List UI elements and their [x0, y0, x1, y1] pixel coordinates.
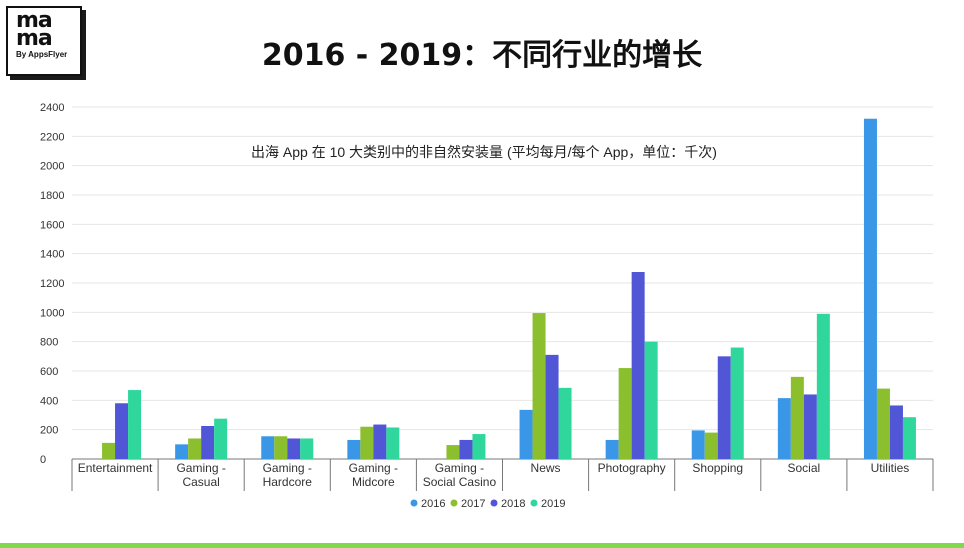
mama-logo: ma ma By AppsFlyer: [6, 6, 82, 76]
x-category-label: Gaming -: [435, 461, 484, 475]
bar-2016: [347, 439, 361, 459]
y-tick-label: 2400: [40, 102, 64, 114]
x-category-label: Casual: [182, 475, 219, 489]
bar-2019: [644, 341, 658, 459]
x-category-label: Gaming -: [349, 461, 398, 475]
y-tick-label: 400: [40, 395, 58, 407]
bar-2017: [102, 442, 116, 459]
bar-2019: [816, 313, 830, 459]
y-tick-label: 200: [40, 425, 58, 437]
bar-2019: [558, 387, 572, 459]
x-category-label: Photography: [598, 461, 666, 475]
bar-2019: [214, 418, 228, 459]
bar-2019: [902, 417, 916, 459]
bar-2018: [803, 394, 817, 459]
bar-2016: [261, 436, 275, 459]
bar-2018: [459, 439, 473, 459]
logo-by-appsflyer: By AppsFlyer: [16, 50, 68, 59]
bar-2018: [631, 272, 645, 459]
bar-2016: [605, 439, 619, 459]
bar-2017: [188, 438, 202, 459]
bar-2017: [532, 313, 546, 459]
y-tick-label: 1800: [40, 190, 64, 202]
legend-label: 2019: [541, 498, 565, 510]
x-category-label: Gaming -: [263, 461, 312, 475]
bar-2016: [777, 398, 791, 459]
y-tick-label: 2000: [40, 161, 64, 173]
legend-marker-2017: [450, 499, 458, 507]
bar-2018: [889, 405, 903, 459]
bar-2017: [274, 436, 288, 459]
bar-2017: [704, 432, 718, 459]
bar-2017: [446, 445, 460, 459]
bar-2018: [545, 354, 559, 459]
chart-title: 出海 App 在 10 大类别中的非自然安装量 (平均每月/每个 App，单位：…: [251, 144, 717, 160]
y-tick-label: 2200: [40, 131, 64, 143]
bar-2017: [360, 426, 374, 459]
legend-label: 2018: [501, 498, 525, 510]
x-category-label: Social Casino: [423, 475, 497, 489]
y-tick-label: 1600: [40, 219, 64, 231]
legend-label: 2017: [461, 498, 485, 510]
x-category-label: Hardcore: [263, 475, 313, 489]
bar-2019: [300, 438, 314, 459]
legend-marker-2019: [530, 499, 538, 507]
x-category-label: Midcore: [352, 475, 395, 489]
bar-2018: [373, 424, 387, 459]
bar-2016: [175, 444, 189, 459]
bar-2019: [386, 427, 400, 459]
x-category-label: Shopping: [692, 461, 743, 475]
bar-2017: [790, 376, 804, 459]
bar-2016: [519, 409, 533, 459]
bar-2018: [287, 438, 301, 459]
bottom-accent-bar: [0, 543, 964, 548]
bar-2019: [472, 434, 486, 459]
x-category-label: News: [531, 461, 561, 475]
x-category-label: Gaming -: [176, 461, 225, 475]
page-title: 2016 - 2019：不同行业的增长: [261, 38, 703, 73]
legend-label: 2016: [421, 498, 445, 510]
logo-word-line2: ma: [16, 26, 53, 51]
y-tick-label: 600: [40, 366, 58, 378]
bar-2017: [618, 368, 632, 459]
bar-2016: [863, 118, 877, 459]
y-tick-label: 1400: [40, 249, 64, 261]
y-tick-label: 0: [40, 454, 46, 466]
bar-2018: [115, 403, 129, 459]
legend-marker-2016: [410, 499, 418, 507]
bar-2018: [717, 356, 731, 459]
y-tick-label: 1200: [40, 278, 64, 290]
y-tick-label: 1000: [40, 307, 64, 319]
legend-marker-2018: [490, 499, 498, 507]
x-category-label: Utilities: [871, 461, 910, 475]
y-tick-label: 800: [40, 337, 58, 349]
bar-2019: [730, 347, 744, 459]
bar-2019: [128, 390, 142, 459]
bar-2017: [876, 388, 890, 459]
x-category-label: Entertainment: [78, 461, 153, 475]
bar-2018: [201, 426, 215, 459]
x-category-label: Social: [788, 461, 821, 475]
bar-2016: [691, 430, 705, 459]
logo-word-line1: ma: [16, 8, 53, 33]
